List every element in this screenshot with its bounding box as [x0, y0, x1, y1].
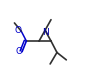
Text: O: O — [16, 47, 23, 56]
Text: O: O — [15, 26, 22, 35]
Text: N: N — [42, 28, 49, 37]
